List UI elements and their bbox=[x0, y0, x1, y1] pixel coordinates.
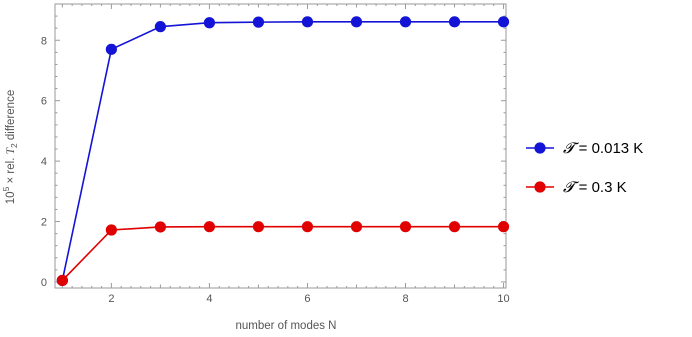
x-tick-label: 2 bbox=[108, 293, 114, 305]
legend-label: 𝓣 = 0.3 K bbox=[563, 179, 627, 196]
axis-ticks: 2 4 6 8 10 0 2 4 6 8 bbox=[41, 4, 510, 305]
data-point bbox=[252, 221, 265, 233]
y-axis-label-base: 10 bbox=[5, 191, 17, 204]
y-axis-label-tail: difference bbox=[5, 90, 17, 144]
series-group bbox=[56, 16, 510, 287]
y-axis-label-exponent: 5 bbox=[1, 186, 11, 191]
x-tick-label: 6 bbox=[304, 293, 310, 305]
y-tick-label: 4 bbox=[41, 156, 47, 168]
y-tick-label: 8 bbox=[41, 35, 47, 47]
legend-marker bbox=[534, 181, 546, 193]
x-tick-label: 8 bbox=[402, 293, 408, 305]
legend-value: = 0.3 K bbox=[575, 179, 627, 196]
y-tick-label: 6 bbox=[41, 96, 47, 108]
data-point bbox=[497, 221, 510, 233]
data-point bbox=[154, 21, 166, 33]
data-point bbox=[497, 16, 510, 28]
data-point bbox=[56, 274, 68, 287]
legend-marker bbox=[534, 142, 546, 154]
x-axis-label: number of modes N bbox=[236, 320, 337, 332]
data-point bbox=[448, 16, 461, 28]
data-point bbox=[301, 221, 314, 233]
legend-label: 𝓣 = 0.013 K bbox=[563, 140, 643, 157]
data-point bbox=[203, 17, 216, 29]
plot-border bbox=[54, 3, 507, 289]
y-tick-label: 2 bbox=[41, 217, 47, 229]
y-axis-label: 105 × rel. T2 difference bbox=[1, 90, 19, 204]
series-line-0 bbox=[61, 21, 504, 281]
y-axis-label-subscript: 2 bbox=[9, 143, 19, 148]
data-point bbox=[399, 221, 412, 233]
data-point bbox=[154, 221, 166, 233]
data-point bbox=[448, 221, 461, 233]
data-point bbox=[203, 221, 216, 233]
data-point bbox=[105, 43, 117, 55]
series-line-1 bbox=[61, 225, 504, 282]
y-axis-label-variable: T bbox=[5, 146, 17, 154]
data-point bbox=[252, 16, 265, 28]
plot-frame bbox=[54, 3, 507, 289]
legend-value: = 0.013 K bbox=[575, 140, 644, 157]
x-tick-label: 4 bbox=[206, 293, 212, 305]
data-point bbox=[350, 221, 363, 233]
y-axis-label-text: × rel. bbox=[5, 154, 17, 186]
data-point bbox=[105, 224, 117, 236]
y-tick-label: 0 bbox=[41, 277, 47, 289]
data-point bbox=[301, 16, 314, 28]
x-tick-label: 10 bbox=[497, 293, 509, 305]
data-point bbox=[399, 16, 412, 28]
data-point bbox=[350, 16, 363, 28]
legend: 𝓣 = 0.013 K 𝓣 = 0.3 K bbox=[526, 140, 643, 196]
